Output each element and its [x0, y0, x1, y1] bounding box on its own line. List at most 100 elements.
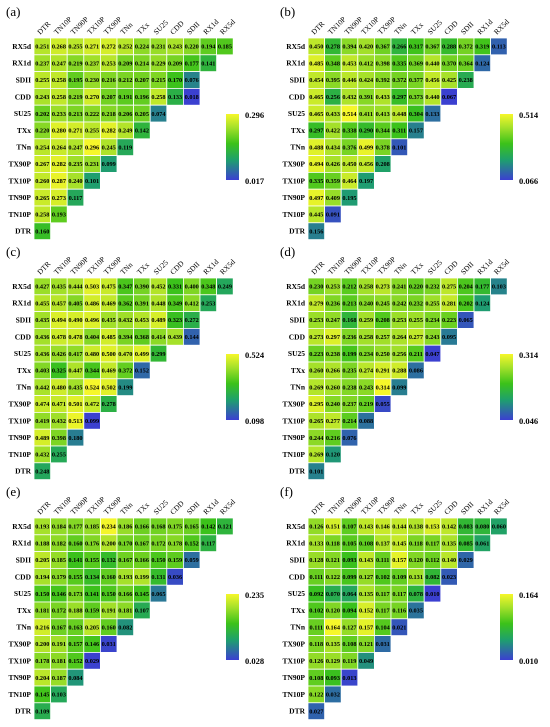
colorbar-min-label: 0.098 [245, 416, 264, 426]
cell-value: 0.377 [409, 77, 423, 84]
column-label: TXx [409, 500, 425, 516]
cell-value: 0.251 [35, 44, 49, 51]
cell-value: 0.269 [309, 384, 323, 391]
cell-value: 0.031 [376, 641, 390, 648]
cell-value: 0.267 [35, 161, 49, 168]
cell-value: 0.256 [326, 94, 340, 101]
cell-value: 0.167 [52, 624, 66, 631]
column-label: TXx [135, 260, 151, 276]
heatmap-cell [423, 584, 442, 603]
cell-value: 0.155 [68, 574, 82, 581]
colorbar [226, 354, 239, 420]
cell-value: 0.272 [102, 44, 116, 51]
row-label: TN90P [9, 433, 32, 442]
row-label: TN90P [283, 433, 306, 442]
row-label: RX5d [12, 522, 32, 531]
cell-value: 0.348 [201, 284, 215, 291]
row-label: TNn [290, 383, 305, 392]
cell-value: 0.288 [442, 44, 456, 51]
column-label: DTR [35, 259, 52, 276]
cell-value: 0.254 [35, 144, 50, 151]
cell-value: 0.208 [376, 161, 390, 168]
colorbar-max-label: 0.314 [519, 350, 539, 360]
cell-value: 0.166 [135, 557, 149, 564]
row-label: CDD [289, 572, 306, 581]
cell-value: 0.240 [326, 401, 340, 408]
cell-value: 0.150 [102, 591, 116, 598]
column-label: RX1d [201, 17, 220, 36]
cell-value: 0.166 [135, 524, 149, 531]
row-label: TXx [291, 606, 305, 615]
cell-value: 0.424 [359, 77, 374, 84]
cell-value: 0.297 [392, 94, 406, 101]
cell-value: 0.253 [326, 284, 340, 291]
cell-value: 0.102 [309, 608, 323, 615]
column-label: CDD [168, 498, 186, 516]
cell-value: 0.499 [359, 144, 373, 151]
heatmap-cell [50, 445, 68, 464]
cell-value: 0.253 [201, 300, 215, 307]
cell-value: 0.193 [52, 212, 66, 219]
cell-value: 0.196 [135, 94, 149, 101]
cell-value: 0.241 [392, 284, 406, 291]
cell-value: 0.391 [359, 94, 373, 101]
cell-value: 0.219 [68, 60, 82, 67]
row-label: TNn [16, 383, 31, 392]
cell-value: 0.121 [326, 557, 340, 564]
cell-value: 0.205 [135, 111, 149, 118]
cell-value: 0.398 [376, 60, 390, 67]
heatmap-cell [440, 88, 458, 106]
cell-value: 0.165 [185, 524, 199, 531]
column-label: SDII [185, 19, 202, 36]
cell-value: 0.108 [309, 675, 323, 682]
cell-value: 0.076 [185, 77, 199, 84]
cell-value: 0.236 [342, 334, 356, 341]
cell-value: 0.394 [118, 334, 133, 341]
column-label: CDD [442, 258, 460, 276]
cell-value: 0.215 [151, 77, 165, 84]
cell-value: 0.247 [52, 60, 66, 67]
cell-value: 0.331 [168, 284, 182, 291]
cell-value: 0.412 [185, 300, 199, 307]
cell-value: 0.272 [185, 317, 199, 324]
row-label: RX5d [286, 282, 306, 291]
cell-value: 0.080 [475, 524, 489, 531]
cell-value: 0.129 [326, 658, 340, 665]
cell-value: 0.177 [68, 524, 82, 531]
cell-value: 0.194 [35, 574, 50, 581]
heatmap-cell [66, 188, 85, 207]
cell-value: 0.432 [35, 452, 49, 459]
cell-value: 0.249 [218, 284, 232, 291]
cell-value: 0.469 [102, 300, 116, 307]
cell-value: 0.088 [359, 418, 373, 425]
row-label: TN90P [283, 673, 306, 682]
heatmap-cell [182, 327, 201, 346]
cell-value: 0.206 [118, 111, 132, 118]
cell-value: 0.141 [201, 60, 215, 67]
column-label: RX5d [492, 497, 511, 516]
heatmap-cell [357, 411, 375, 430]
cell-value: 0.500 [102, 351, 116, 358]
cell-value: 0.471 [52, 401, 66, 408]
colorbar-max-label: 0.296 [245, 110, 264, 120]
cell-value: 0.170 [168, 77, 182, 84]
cell-value: 0.185 [85, 524, 99, 531]
cell-value: 0.182 [52, 540, 66, 547]
cell-value: 0.474 [35, 401, 50, 408]
cell-value: 0.152 [359, 608, 373, 615]
cell-value: 0.348 [326, 60, 340, 67]
cell-value: 0.247 [326, 317, 340, 324]
cell-value: 0.238 [459, 77, 473, 84]
cell-value: 0.269 [309, 452, 323, 459]
colorbar-max-label: 0.514 [519, 110, 539, 120]
column-label: SDII [185, 499, 202, 516]
column-label: RX5d [492, 257, 511, 276]
cell-value: 0.266 [326, 368, 340, 375]
cell-value: 0.181 [118, 608, 132, 615]
row-label: RX1d [286, 59, 306, 68]
cell-value: 0.240 [68, 178, 82, 185]
cell-value: 0.155 [85, 557, 99, 564]
cell-value: 0.122 [326, 574, 340, 581]
cell-value: 0.035 [409, 608, 423, 615]
